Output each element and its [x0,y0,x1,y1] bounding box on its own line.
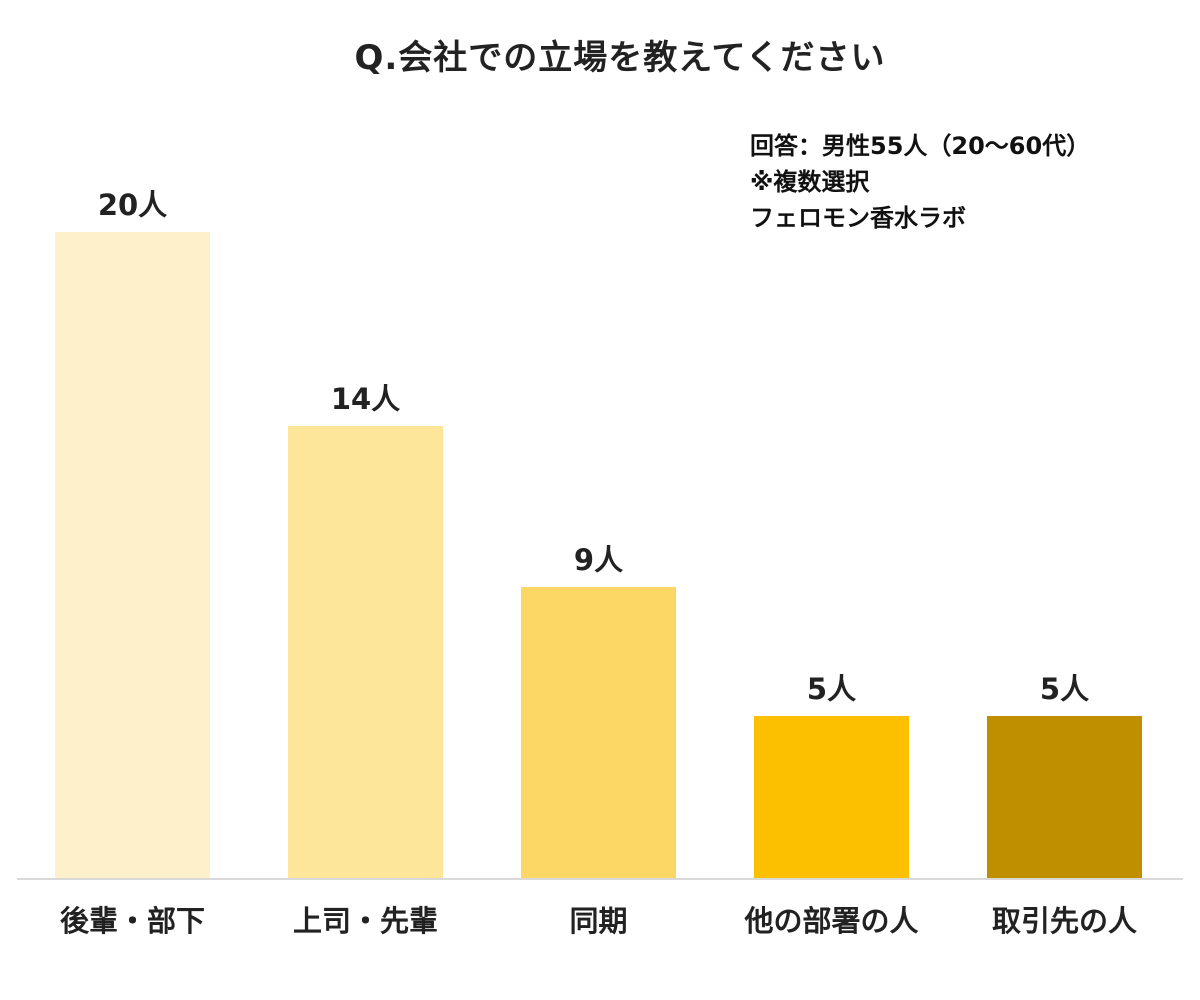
chart-annotation: 回答：男性55人（20〜60代） ※複数選択 フェロモン香水ラボ [750,128,1090,236]
x-tick-label: 後輩・部下 [59,904,205,938]
respondents-note: 回答：男性55人（20〜60代） [750,132,1091,160]
x-tick-label: 同期 [569,904,628,938]
bar-0 [55,232,210,878]
x-axis-line [17,878,1183,880]
bar-4 [987,716,1142,878]
bar-3 [754,716,909,878]
bar-value-label: 20人 [97,188,168,222]
bar-2 [521,587,676,878]
bar-value-label: 9人 [573,543,624,577]
bar-value-label: 14人 [330,382,401,416]
x-tick-label: 上司・先輩 [292,904,438,938]
x-tick-label: 取引先の人 [991,904,1137,938]
bar-1 [288,426,443,878]
bar-value-label: 5人 [806,672,857,706]
x-tick-label: 他の部署の人 [744,904,919,938]
source-note: フェロモン香水ラボ [750,204,966,232]
chart-title: Q.会社での立場を教えてください [354,38,886,78]
bar-value-label: 5人 [1039,672,1090,706]
multiple-choice-note: ※複数選択 [750,168,870,196]
